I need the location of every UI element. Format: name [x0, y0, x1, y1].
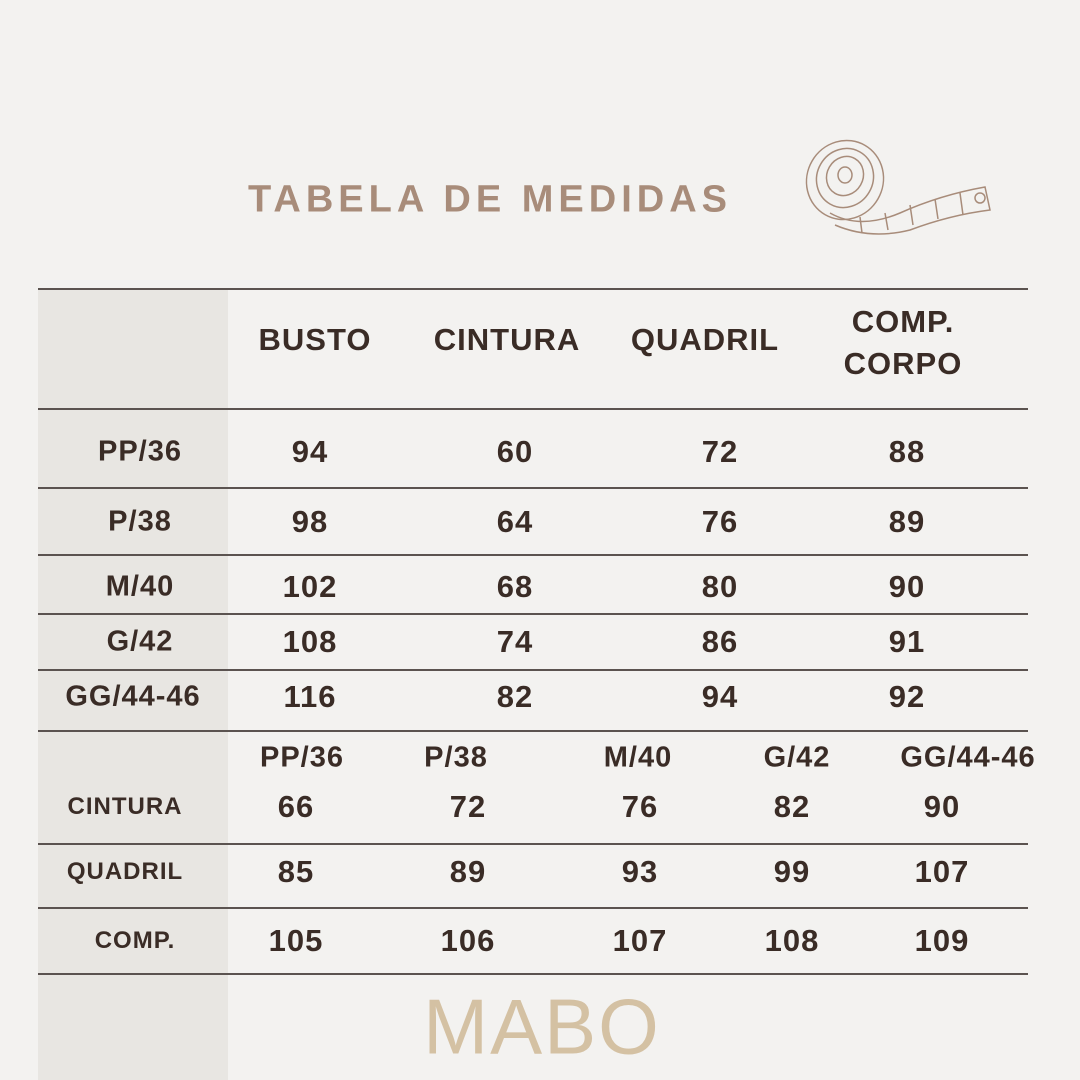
column-header-quadril: QUADRIL	[630, 322, 780, 357]
measure-value: 89	[888, 504, 926, 539]
measure-value: 94	[291, 434, 329, 469]
measure-value: 68	[496, 569, 534, 604]
divider	[38, 907, 1028, 909]
measure-value: 85	[277, 854, 315, 889]
measure-value: 92	[888, 679, 926, 714]
column-header-comp-corpo: COMP. CORPO	[843, 304, 963, 381]
size-label: M/40	[105, 570, 175, 603]
divider	[38, 487, 1028, 489]
divider	[38, 613, 1028, 615]
measure-value: 89	[449, 854, 487, 889]
size-header: PP/36	[260, 741, 344, 774]
divider	[38, 730, 1028, 732]
divider	[38, 843, 1028, 845]
column-header-cintura: CINTURA	[433, 322, 581, 357]
measure-value: 88	[888, 434, 926, 469]
measure-value: 86	[701, 624, 739, 659]
measure-value: 108	[282, 624, 338, 659]
size-label: P/38	[108, 505, 172, 538]
divider	[38, 669, 1028, 671]
label-column-background	[38, 288, 228, 1080]
measure-value: 107	[914, 854, 970, 889]
page-title: TABELA DE MEDIDAS	[248, 178, 732, 221]
size-header: M/40	[603, 741, 673, 774]
measure-value: 108	[764, 923, 820, 958]
measure-label: COMP.	[94, 927, 176, 954]
measure-value: 76	[621, 789, 659, 824]
measure-value: 116	[283, 679, 337, 714]
measure-value: 98	[291, 504, 329, 539]
measure-value: 107	[612, 923, 668, 958]
size-header: GG/44-46	[900, 741, 1036, 774]
measure-value: 106	[440, 923, 496, 958]
divider	[38, 973, 1028, 975]
measure-value: 74	[496, 624, 534, 659]
size-header: P/38	[424, 741, 488, 774]
measure-value: 90	[923, 789, 961, 824]
measure-value: 91	[888, 624, 926, 659]
measure-value: 99	[773, 854, 811, 889]
size-label: G/42	[106, 625, 174, 658]
measure-value: 64	[496, 504, 534, 539]
divider	[38, 554, 1028, 556]
size-label: PP/36	[98, 435, 182, 468]
measure-value: 102	[282, 569, 338, 604]
column-header-busto: BUSTO	[258, 322, 372, 357]
divider	[38, 288, 1028, 290]
measure-value: 93	[621, 854, 659, 889]
measure-value: 72	[449, 789, 487, 824]
measure-label: CINTURA	[67, 793, 183, 820]
brand-logo: MABO	[423, 982, 661, 1071]
measure-label: QUADRIL	[66, 858, 184, 885]
tape-measure-icon	[805, 139, 991, 235]
measure-value: 94	[701, 679, 739, 714]
measure-value: 76	[701, 504, 739, 539]
measure-value: 105	[268, 923, 324, 958]
size-header: G/42	[763, 741, 831, 774]
size-label: GG/44-46	[65, 680, 201, 713]
measure-value: 109	[914, 923, 970, 958]
measure-value: 66	[277, 789, 315, 824]
measure-value: 82	[773, 789, 811, 824]
measure-value: 90	[888, 569, 926, 604]
divider	[38, 408, 1028, 410]
measure-value: 80	[701, 569, 739, 604]
measure-value: 82	[496, 679, 534, 714]
measure-value: 60	[496, 434, 534, 469]
measure-value: 72	[701, 434, 739, 469]
